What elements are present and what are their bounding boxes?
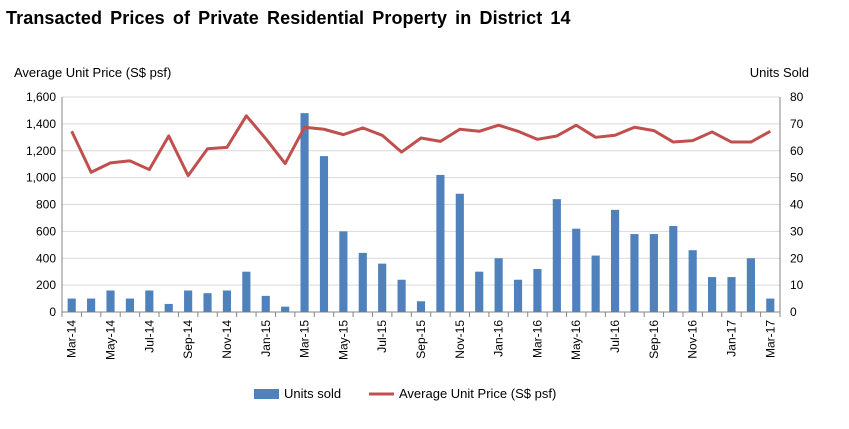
- bar: [358, 252, 367, 312]
- bar: [727, 277, 736, 312]
- bar: [708, 277, 717, 312]
- y-left-tick-label: 600: [36, 224, 56, 238]
- bar: [203, 293, 212, 312]
- y-right-tick-label: 30: [790, 224, 804, 238]
- bar: [261, 295, 270, 312]
- bar: [552, 199, 561, 312]
- bar: [67, 298, 76, 312]
- y-left-axis-title: Average Unit Price (S$ psf): [14, 65, 171, 80]
- x-tick-label: Nov-15: [453, 320, 467, 359]
- y-left-tick-label: 1,200: [26, 144, 56, 158]
- y-right-tick-label: 20: [790, 251, 804, 265]
- y-left-tick-label: 400: [36, 251, 56, 265]
- x-tick-label: Jul-16: [608, 320, 622, 353]
- bar: [222, 290, 232, 312]
- legend-label-average-unit-price: Average Unit Price (S$ psf): [399, 386, 556, 401]
- bar: [649, 234, 658, 312]
- x-tick-label: May-15: [336, 320, 350, 360]
- bar: [145, 290, 154, 312]
- bar-series-units-sold: [67, 113, 775, 312]
- x-tick-label: Sep-15: [414, 320, 428, 359]
- x-tick-label: Jan-16: [492, 320, 506, 357]
- bar: [475, 271, 484, 312]
- y-right-tick-label: 50: [790, 171, 804, 185]
- y-right-tick-label: 60: [790, 144, 804, 158]
- x-tick-label: Mar-17: [763, 320, 777, 358]
- y-right-tick-label: 0: [790, 305, 797, 319]
- bar: [746, 258, 755, 312]
- legend-label-units-sold: Units sold: [284, 386, 341, 401]
- x-tick-label: Jan-17: [724, 320, 738, 357]
- bar: [242, 271, 251, 312]
- x-tick-label: Sep-16: [647, 320, 661, 359]
- x-tick-label: Mar-16: [530, 320, 544, 358]
- line-series-average-unit-price: [70, 114, 772, 178]
- y-right-tick-label: 40: [790, 198, 804, 212]
- x-tick-label: Mar-15: [298, 320, 312, 358]
- bar: [319, 156, 329, 312]
- bar: [184, 290, 193, 312]
- x-tick-label: Sep-14: [181, 320, 195, 359]
- bar: [455, 193, 464, 312]
- bar: [533, 269, 542, 312]
- bar: [125, 298, 134, 312]
- bar: [397, 279, 406, 312]
- bar: [513, 279, 523, 312]
- y-left-tick-label: 800: [36, 198, 56, 212]
- y-right-tick-label: 80: [790, 90, 804, 104]
- bar: [669, 226, 678, 312]
- x-tick-label: May-14: [104, 320, 118, 360]
- y-left-tick-label: 1,000: [26, 171, 56, 185]
- bar: [87, 298, 96, 312]
- legend-swatch-units-sold: [254, 389, 279, 399]
- bar: [281, 306, 290, 312]
- bar: [572, 228, 581, 312]
- bar: [339, 231, 348, 312]
- bar: [378, 263, 387, 312]
- x-tick-label: Jul-15: [375, 320, 389, 353]
- bar: [766, 298, 775, 312]
- bar: [591, 255, 600, 312]
- bar: [688, 250, 697, 312]
- bar: [630, 234, 639, 312]
- y-left-tick-label: 1,600: [26, 90, 56, 104]
- x-tick-label: Jul-14: [142, 320, 156, 353]
- bar: [436, 174, 445, 312]
- axes: 0 0 200 10 400 20 600 30 800 40 1,000 50 1,200 60 1,40…: [14, 65, 809, 360]
- bar: [494, 258, 503, 312]
- y-right-tick-label: 70: [790, 117, 804, 131]
- x-tick-label: Nov-16: [686, 320, 700, 359]
- bar: [106, 290, 115, 312]
- y-right-axis-title: Units Sold: [750, 65, 809, 80]
- x-tick-label: Jan-15: [259, 320, 273, 357]
- legend: Units sold Average Unit Price (S$ psf): [254, 386, 556, 401]
- bar: [164, 303, 173, 312]
- y-left-tick-label: 200: [36, 278, 56, 292]
- x-tick-label: Nov-14: [220, 320, 234, 359]
- y-left-tick-label: 0: [49, 305, 56, 319]
- bar: [610, 209, 620, 312]
- bar: [300, 113, 309, 312]
- x-tick-label: May-16: [569, 320, 583, 360]
- line-path: [70, 114, 772, 178]
- y-right-tick-label: 10: [790, 278, 804, 292]
- chart-title: Transacted Prices of Private Residential…: [6, 8, 571, 28]
- y-left-tick-label: 1,400: [26, 117, 56, 131]
- x-tick-label: Mar-14: [65, 320, 79, 358]
- bar: [416, 301, 426, 312]
